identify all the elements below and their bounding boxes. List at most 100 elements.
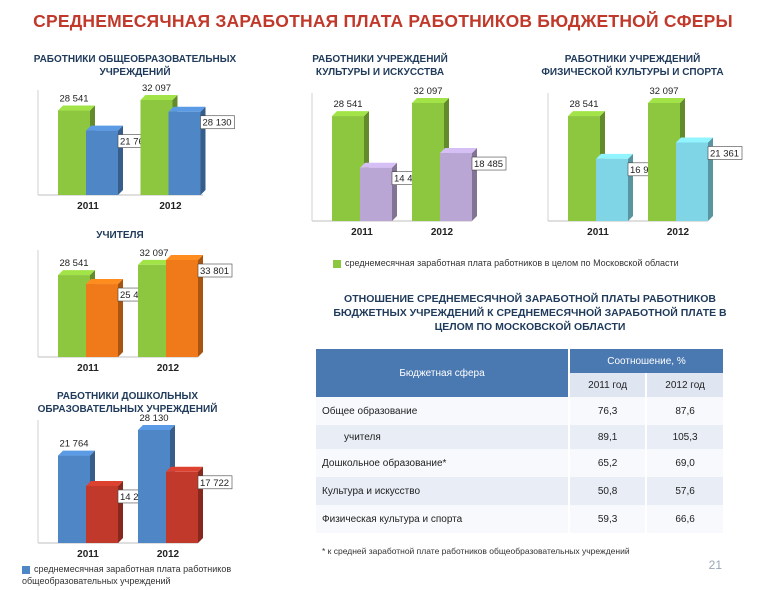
data-label: 14 200 bbox=[120, 492, 149, 503]
chart2-title: РАБОТНИКИ УЧРЕЖДЕНИЙ КУЛЬТУРЫ И ИСКУССТВ… bbox=[312, 54, 448, 78]
page-title: СРЕДНЕМЕСЯЧНАЯ ЗАРАБОТНАЯ ПЛАТА РАБОТНИК… bbox=[33, 11, 733, 31]
data-label-box bbox=[197, 475, 233, 490]
section-title: ОТНОШЕНИЕ СРЕДНЕМЕСЯЧНОЙ ЗАРАБОТНОЙ ПЛАТ… bbox=[333, 293, 727, 333]
bar bbox=[332, 116, 364, 221]
bar-top bbox=[138, 259, 175, 265]
table-row: Физическая культура и спорта 59,3 66,6 bbox=[316, 505, 723, 533]
bar bbox=[440, 153, 472, 221]
row-2012: 66,6 bbox=[645, 505, 723, 533]
bar-top bbox=[412, 98, 449, 103]
data-label: 21 764 bbox=[59, 439, 88, 450]
data-label-box bbox=[200, 115, 235, 130]
data-label: 21 361 bbox=[710, 148, 739, 159]
col-header-ratio: Соотношение, % bbox=[568, 349, 723, 373]
bar bbox=[166, 260, 198, 357]
data-label: 32 097 bbox=[413, 86, 442, 97]
bar-top bbox=[86, 279, 123, 285]
bar bbox=[58, 275, 90, 357]
x-tick-label: 2011 bbox=[351, 227, 373, 238]
bar bbox=[138, 264, 170, 357]
data-label-box bbox=[197, 263, 233, 278]
chart-2: 28 541 14 497 2011 32 097 18 485 2012 bbox=[311, 86, 507, 238]
bar-top bbox=[360, 162, 397, 168]
x-tick-label: 2012 bbox=[159, 201, 182, 212]
legend-moscow: среднемесячная заработная плата работник… bbox=[333, 257, 713, 269]
bar-side bbox=[198, 255, 203, 357]
x-tick-label: 2012 bbox=[431, 227, 454, 238]
data-label: 25 423 bbox=[120, 290, 149, 301]
row-2012: 87,6 bbox=[645, 397, 723, 425]
bar bbox=[140, 100, 173, 195]
bar bbox=[360, 167, 392, 221]
data-label: 28 130 bbox=[203, 118, 232, 129]
bar-top bbox=[86, 480, 123, 486]
row-2012: 105,3 bbox=[645, 425, 723, 449]
chart-4: 28 541 25 423 2011 32 097 33 801 2012 bbox=[37, 248, 233, 374]
bar-top bbox=[168, 106, 206, 112]
bar bbox=[86, 130, 118, 195]
bar bbox=[412, 103, 444, 221]
legend-blue-swatch bbox=[22, 565, 30, 574]
x-tick-label: 2012 bbox=[157, 363, 180, 374]
table-row: Дошкольное образование* 65,2 69,0 bbox=[316, 449, 723, 477]
bar bbox=[86, 485, 118, 543]
x-tick-label: 2011 bbox=[587, 227, 609, 238]
bar bbox=[648, 103, 680, 221]
col-header-2012: 2012 год bbox=[645, 373, 723, 397]
data-label: 33 801 bbox=[200, 266, 229, 277]
data-label: 28 130 bbox=[139, 413, 168, 424]
row-2012: 57,6 bbox=[645, 477, 723, 505]
chart3-title: РАБОТНИКИ УЧРЕЖДЕНИЙ ФИЗИЧЕСКОЙ КУЛЬТУРЫ… bbox=[541, 54, 724, 78]
bar-top bbox=[58, 105, 95, 111]
bar-top bbox=[568, 111, 605, 117]
ratio-table: Бюджетная сфера Соотношение, % 2011 год … bbox=[316, 349, 723, 533]
bar-top bbox=[440, 148, 477, 154]
data-label: 14 497 bbox=[394, 174, 423, 185]
data-label: 17 722 bbox=[200, 478, 229, 489]
data-label-box bbox=[707, 146, 743, 160]
bar bbox=[676, 142, 708, 221]
data-label: 21 764 bbox=[120, 137, 149, 148]
data-label: 28 541 bbox=[59, 94, 88, 105]
row-2012: 69,0 bbox=[645, 449, 723, 477]
data-label: 32 097 bbox=[142, 83, 171, 94]
chart-3: 28 541 16 915 2011 32 097 21 361 2012 bbox=[547, 86, 743, 238]
data-label: 28 541 bbox=[569, 99, 598, 110]
data-label: 32 097 bbox=[649, 86, 678, 97]
x-tick-label: 2011 bbox=[77, 363, 99, 374]
legend-edu: среднемесячная заработная плата работник… bbox=[22, 563, 272, 587]
row-2011: 59,3 bbox=[567, 505, 647, 533]
bar bbox=[86, 284, 118, 357]
page-number: 21 bbox=[708, 558, 722, 572]
row-2011: 50,8 bbox=[567, 477, 647, 505]
data-label: 28 541 bbox=[59, 258, 88, 269]
chart-5: 21 764 14 200 2011 28 130 17 722 2012 bbox=[37, 413, 233, 560]
bar bbox=[58, 110, 90, 195]
row-name: Дошкольное образование* bbox=[322, 457, 447, 469]
row-name: Культура и искусство bbox=[322, 485, 421, 497]
bar bbox=[568, 116, 600, 221]
bar-top bbox=[86, 125, 123, 131]
bar bbox=[138, 430, 170, 543]
chart-1: 28 541 21 764 2011 32 097 28 130 2012 bbox=[37, 83, 235, 212]
table-row: Культура и искусство 50,8 57,6 bbox=[316, 477, 723, 505]
bar-top bbox=[58, 450, 95, 456]
chart5-title: РАБОТНИКИ ДОШКОЛЬНЫХ ОБРАЗОВАТЕЛЬНЫХ УЧР… bbox=[37, 391, 218, 415]
bar-top bbox=[140, 95, 178, 100]
col-header-sphere: Бюджетная сфера bbox=[316, 349, 569, 397]
row-2011: 89,1 bbox=[567, 425, 647, 449]
bar-top bbox=[58, 270, 95, 276]
bar-top bbox=[166, 255, 203, 260]
chart4-title: УЧИТЕЛЯ bbox=[96, 230, 144, 241]
row-name: Общее образование bbox=[322, 405, 418, 417]
table-row: Общее образование 76,3 87,6 bbox=[316, 397, 723, 425]
x-tick-label: 2011 bbox=[77, 201, 99, 212]
bar-top bbox=[138, 425, 175, 430]
bar-top bbox=[676, 137, 713, 143]
data-label: 18 485 bbox=[474, 159, 503, 170]
row-name: Физическая культура и спорта bbox=[322, 513, 463, 525]
footnote: * к средней заработной плате работников … bbox=[322, 546, 630, 556]
bar-top bbox=[648, 98, 685, 103]
table-row: учителя 89,1 105,3 bbox=[316, 425, 723, 449]
